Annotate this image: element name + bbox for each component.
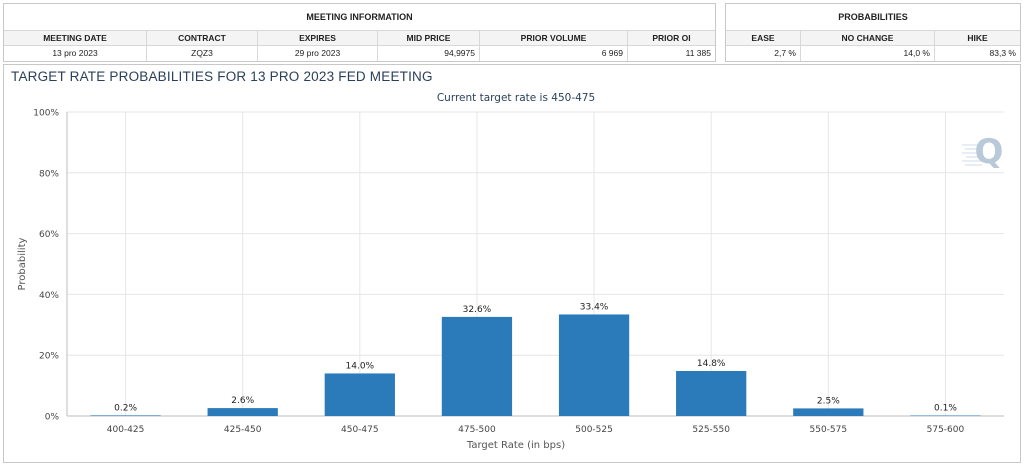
bar-400-425[interactable] — [90, 415, 161, 416]
cell-ease: 2,7 % — [726, 46, 801, 61]
bar-575-600[interactable] — [910, 415, 981, 417]
cell-contract: ZQZ3 — [147, 46, 258, 61]
col-header-prior-oi: PRIOR OI — [652, 33, 691, 43]
chart-axes — [66, 112, 1004, 417]
y-tick-label: 60% — [39, 230, 59, 240]
y-tick-label: 80% — [39, 169, 59, 179]
y-tick-label: 0% — [45, 413, 60, 423]
probabilities-title: PROBABILITIES — [726, 4, 1020, 31]
x-tick-label: 450-475 — [341, 425, 379, 435]
x-tick-label: 500-525 — [575, 425, 613, 435]
probabilities-table: PROBABILITIES EASE NO CHANGE HIKE 2,7 % … — [725, 3, 1021, 62]
target-rate-chart: Q 0% 20% 40% 60% 80% 100% 0.2% 400-425 2.6% 425-4… — [17, 92, 1004, 451]
x-tick-label: 425-450 — [224, 425, 262, 435]
cell-expires: 29 pro 2023 — [258, 46, 378, 61]
col-header-expires: EXPIRES — [258, 31, 378, 45]
bar-425-450[interactable] — [207, 408, 278, 416]
chart-panel: Q 0% 20% 40% 60% 80% 100% 0.2% 400-425 2.6% 425-4… — [3, 64, 1021, 463]
col-header-prior-volume: PRIOR VOLUME — [480, 31, 628, 45]
grid-lines — [67, 111, 1004, 416]
bar-value-label: 2.6% — [231, 396, 254, 406]
cell-mid-price: 94,9975 — [378, 46, 480, 61]
meeting-information-title: MEETING INFORMATION — [4, 4, 715, 31]
x-tick-label: 525-550 — [692, 425, 730, 435]
bar-value-label: 14.8% — [697, 359, 726, 369]
y-tick-label: 100% — [33, 109, 59, 119]
x-tick-label: 550-575 — [810, 425, 848, 435]
bar-500-525[interactable] — [558, 314, 630, 416]
probabilities-header-row: EASE NO CHANGE HIKE — [726, 31, 1020, 46]
bar-450-475[interactable] — [324, 373, 395, 416]
meeting-information-header-row: MEETING DATE CONTRACT EXPIRES MID PRICE … — [4, 31, 715, 46]
cell-no-change: 14,0 % — [801, 46, 935, 61]
meeting-information-table: MEETING INFORMATION MEETING DATE CONTRAC… — [3, 3, 716, 62]
x-tick-label: 475-500 — [458, 425, 496, 435]
bars-group — [90, 314, 981, 417]
bar-value-label: 0.2% — [114, 403, 137, 413]
col-header-meeting-date: MEETING DATE — [4, 31, 147, 45]
x-axis-title: Target Rate (in bps) — [466, 440, 565, 451]
col-header-ease: EASE — [726, 31, 801, 45]
bar-525-550[interactable] — [676, 371, 747, 416]
cell-hike: 83,3 % — [989, 48, 1016, 58]
col-header-mid-price: MID PRICE — [378, 31, 480, 45]
cell-meeting-date: 13 pro 2023 — [4, 46, 147, 61]
bar-550-575[interactable] — [793, 408, 864, 416]
x-tick-label: 400-425 — [107, 425, 145, 435]
bar-value-label: 0.1% — [934, 404, 957, 414]
y-tick-label: 20% — [39, 352, 59, 362]
watermark-logo: Q — [962, 132, 1003, 172]
bar-value-label: 33.4% — [580, 302, 609, 312]
bar-value-label: 32.6% — [463, 305, 492, 315]
cell-prior-volume: 6 969 — [480, 46, 628, 61]
x-tick-label: 575-600 — [927, 425, 965, 435]
chart-title: TARGET RATE PROBABILITIES FOR 13 PRO 202… — [11, 69, 433, 84]
col-header-hike: HIKE — [967, 33, 988, 43]
col-header-contract: CONTRACT — [147, 31, 258, 45]
probabilities-data-row: 2,7 % 14,0 % 83,3 % — [726, 46, 1020, 61]
bar-475-500[interactable] — [441, 316, 513, 416]
y-tick-label: 40% — [39, 291, 59, 301]
y-axis-title: Probability — [17, 237, 28, 290]
meeting-information-data-row: 13 pro 2023 ZQZ3 29 pro 2023 94,9975 6 9… — [4, 46, 715, 61]
watermark-q-glyph: Q — [975, 132, 1004, 172]
bar-value-label: 2.5% — [817, 396, 840, 406]
bar-value-label: 14.0% — [346, 361, 375, 371]
cell-prior-oi: 11 385 — [685, 48, 711, 58]
labels-group: 0% 20% 40% 60% 80% 100% 0.2% 400-425 2.6% 425-450… — [33, 109, 964, 436]
chart-subtitle: Current target rate is 450-475 — [437, 92, 595, 104]
col-header-no-change: NO CHANGE — [801, 31, 935, 45]
